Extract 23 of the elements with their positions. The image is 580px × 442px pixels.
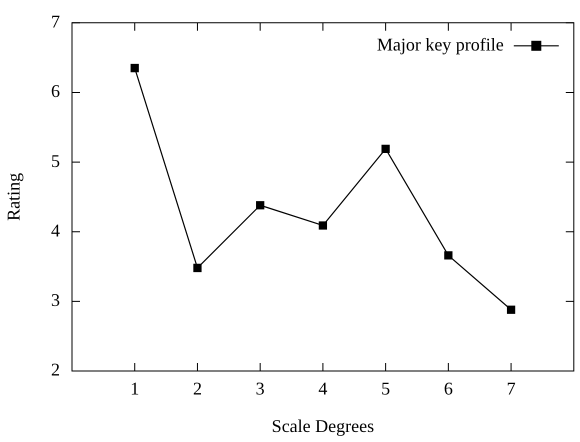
x-tick-label: 6 xyxy=(444,378,453,399)
x-tick-label: 7 xyxy=(506,378,516,399)
y-tick-label: 6 xyxy=(51,81,60,102)
y-tick-label: 4 xyxy=(51,220,60,240)
point xyxy=(381,144,390,153)
y-tick-label: 3 xyxy=(51,290,60,310)
point xyxy=(130,64,139,72)
x-axis-title: Scale Degrees xyxy=(272,416,374,436)
point xyxy=(256,201,264,210)
point xyxy=(193,264,202,272)
y-tick-label: 5 xyxy=(51,150,60,171)
point xyxy=(444,251,452,260)
y-axis-title: Rating xyxy=(4,172,24,221)
x-tick-label: 1 xyxy=(130,378,140,399)
y-tick-label: 7 xyxy=(51,12,60,32)
x-tick-label: 2 xyxy=(192,378,202,399)
x-tick-label: 4 xyxy=(318,378,328,399)
y-tick-label: 2 xyxy=(51,360,60,380)
point xyxy=(318,221,328,230)
x-tick-label: 3 xyxy=(256,378,265,399)
legend-label: Major key profile xyxy=(376,34,504,55)
point xyxy=(506,306,516,314)
x-tick-label: 5 xyxy=(381,378,390,399)
